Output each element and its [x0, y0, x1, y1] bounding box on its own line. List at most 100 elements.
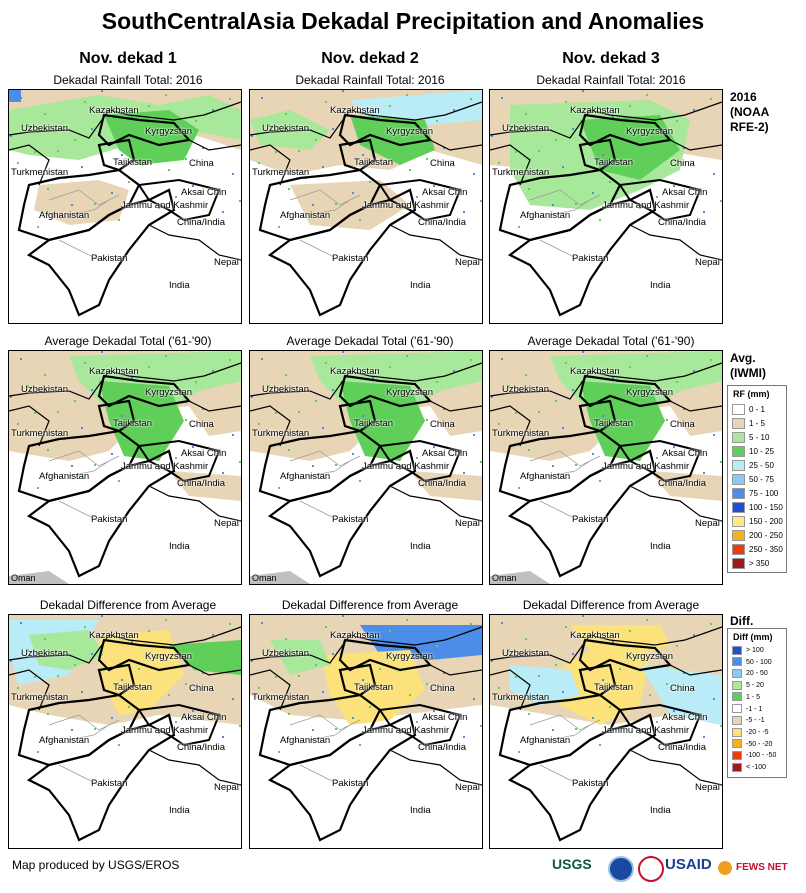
border-india [389, 224, 482, 261]
rain-pixel [572, 653, 574, 655]
map-label-turkmenistan: Turkmenistan [11, 428, 69, 439]
precipitation-region [410, 471, 482, 501]
rain-pixel [54, 215, 56, 217]
rain-pixel [222, 736, 224, 738]
rain-pixel [656, 196, 658, 198]
border-tajikistan [338, 663, 377, 697]
map-label-india: India [650, 805, 671, 816]
side-label-total-line-2: (NOAA [730, 105, 770, 119]
rainfall-legend-label: 150 - 200 [749, 517, 783, 526]
map-label-china: China [189, 683, 214, 694]
map-label-china: China [189, 158, 214, 169]
fews-net-logo-text: FEWS NET [736, 862, 788, 873]
rain-pixel [592, 192, 594, 194]
rain-pixel [406, 619, 408, 621]
rain-pixel [158, 468, 160, 470]
rain-pixel [335, 728, 337, 730]
rain-pixel [74, 139, 76, 141]
border-china [429, 400, 482, 412]
map-label-jammu: Jammu and Kashmir [602, 461, 690, 472]
border-china [669, 664, 722, 676]
rain-pixel [175, 196, 177, 198]
map-label-kyrgyzstan: Kyrgyzstan [626, 126, 673, 137]
difference-legend-label: 50 - 100 [746, 658, 772, 666]
rain-pixel [84, 626, 86, 628]
map-label-china-india: China/India [177, 217, 226, 228]
rain-pixel [261, 622, 263, 624]
map-label-aksai-chin: Aksai Chin [181, 712, 227, 723]
rain-pixel [202, 408, 204, 410]
rain-pixel [94, 203, 96, 205]
rain-pixel [44, 374, 46, 376]
rain-pixel [372, 377, 374, 379]
map-label-oman: Oman [11, 573, 36, 583]
rain-pixel [10, 135, 12, 137]
map-label-uzbekistan: Uzbekistan [262, 648, 309, 659]
border-china [669, 400, 722, 412]
row-title-diff-3: Dekadal Difference from Average [522, 598, 700, 612]
rain-pixel [673, 710, 675, 712]
border-jammu-kashmir [618, 439, 702, 483]
rainfall-legend-label: 0 - 1 [749, 405, 766, 414]
map-label-kazakhstan: Kazakhstan [330, 630, 380, 641]
map-label-jammu: Jammu and Kashmir [121, 200, 209, 211]
difference-legend-item: -5 - -1 [732, 715, 765, 726]
rain-pixel [470, 359, 472, 361]
side-label-total: 2016 (NOAA RFE-2) [730, 90, 769, 135]
rainfall-legend-swatch [732, 544, 745, 556]
rain-pixel [315, 664, 317, 666]
map-label-turkmenistan: Turkmenistan [492, 167, 550, 178]
rain-pixel [453, 370, 455, 372]
rain-pixel [288, 188, 290, 190]
map-label-afghanistan: Afghanistan [520, 735, 571, 746]
rain-pixel [636, 393, 638, 395]
rain-pixel [612, 641, 614, 643]
map-label-china-india: China/India [658, 742, 707, 753]
rain-pixel [258, 423, 260, 425]
rain-pixel [342, 615, 344, 617]
map-average-dekad-1: Kazakhstan Uzbekistan Kyrgyzstan Turkmenist… [8, 350, 242, 585]
border-kazakhstan [9, 362, 241, 400]
rain-pixel [710, 359, 712, 361]
rain-pixel [693, 109, 695, 111]
border-kazakhstan [490, 362, 722, 400]
rain-pixel [436, 120, 438, 122]
rain-pixel [602, 415, 604, 417]
map-label-aksai-chin: Aksai Chin [422, 448, 468, 459]
rainfall-legend-item: 50 - 75 [732, 474, 774, 486]
rain-pixel [612, 377, 614, 379]
precipitation-region [350, 115, 435, 165]
difference-legend-item: 20 - 50 [732, 668, 768, 679]
rain-pixel [37, 226, 39, 228]
rain-pixel [515, 412, 517, 414]
rain-pixel [268, 385, 270, 387]
map-label-jammu: Jammu and Kashmir [362, 725, 450, 736]
rain-pixel [315, 139, 317, 141]
map-label-uzbekistan: Uzbekistan [262, 123, 309, 134]
rain-pixel [138, 143, 140, 145]
rain-pixel [322, 166, 324, 168]
rain-pixel [258, 687, 260, 689]
row-title-diff-2: Dekadal Difference from Average [281, 598, 459, 612]
rain-pixel [185, 419, 187, 421]
rain-pixel [131, 377, 133, 379]
rain-pixel [720, 200, 722, 202]
map-label-afghanistan: Afghanistan [280, 471, 331, 482]
rain-pixel [131, 116, 133, 118]
usaid-logo-text: USAID [665, 856, 712, 873]
border-kyrgyzstan [578, 638, 673, 672]
rain-pixel [84, 101, 86, 103]
rainfall-legend-label: 100 - 150 [749, 503, 783, 512]
rain-pixel [498, 687, 500, 689]
rain-pixel [352, 192, 354, 194]
map-label-india: India [410, 805, 431, 816]
rainfall-legend-item: 10 - 25 [732, 446, 774, 458]
rainfall-legend-label: 250 - 350 [749, 545, 783, 554]
map-label-aksai-chin: Aksai Chin [181, 187, 227, 198]
rain-pixel [453, 634, 455, 636]
border-turkmenistan [490, 669, 531, 711]
border-kazakhstan [490, 626, 722, 664]
page-title: SouthCentralAsia Dekadal Precipitation a… [101, 8, 705, 34]
map-svg [250, 90, 482, 317]
rain-pixel [498, 162, 500, 164]
